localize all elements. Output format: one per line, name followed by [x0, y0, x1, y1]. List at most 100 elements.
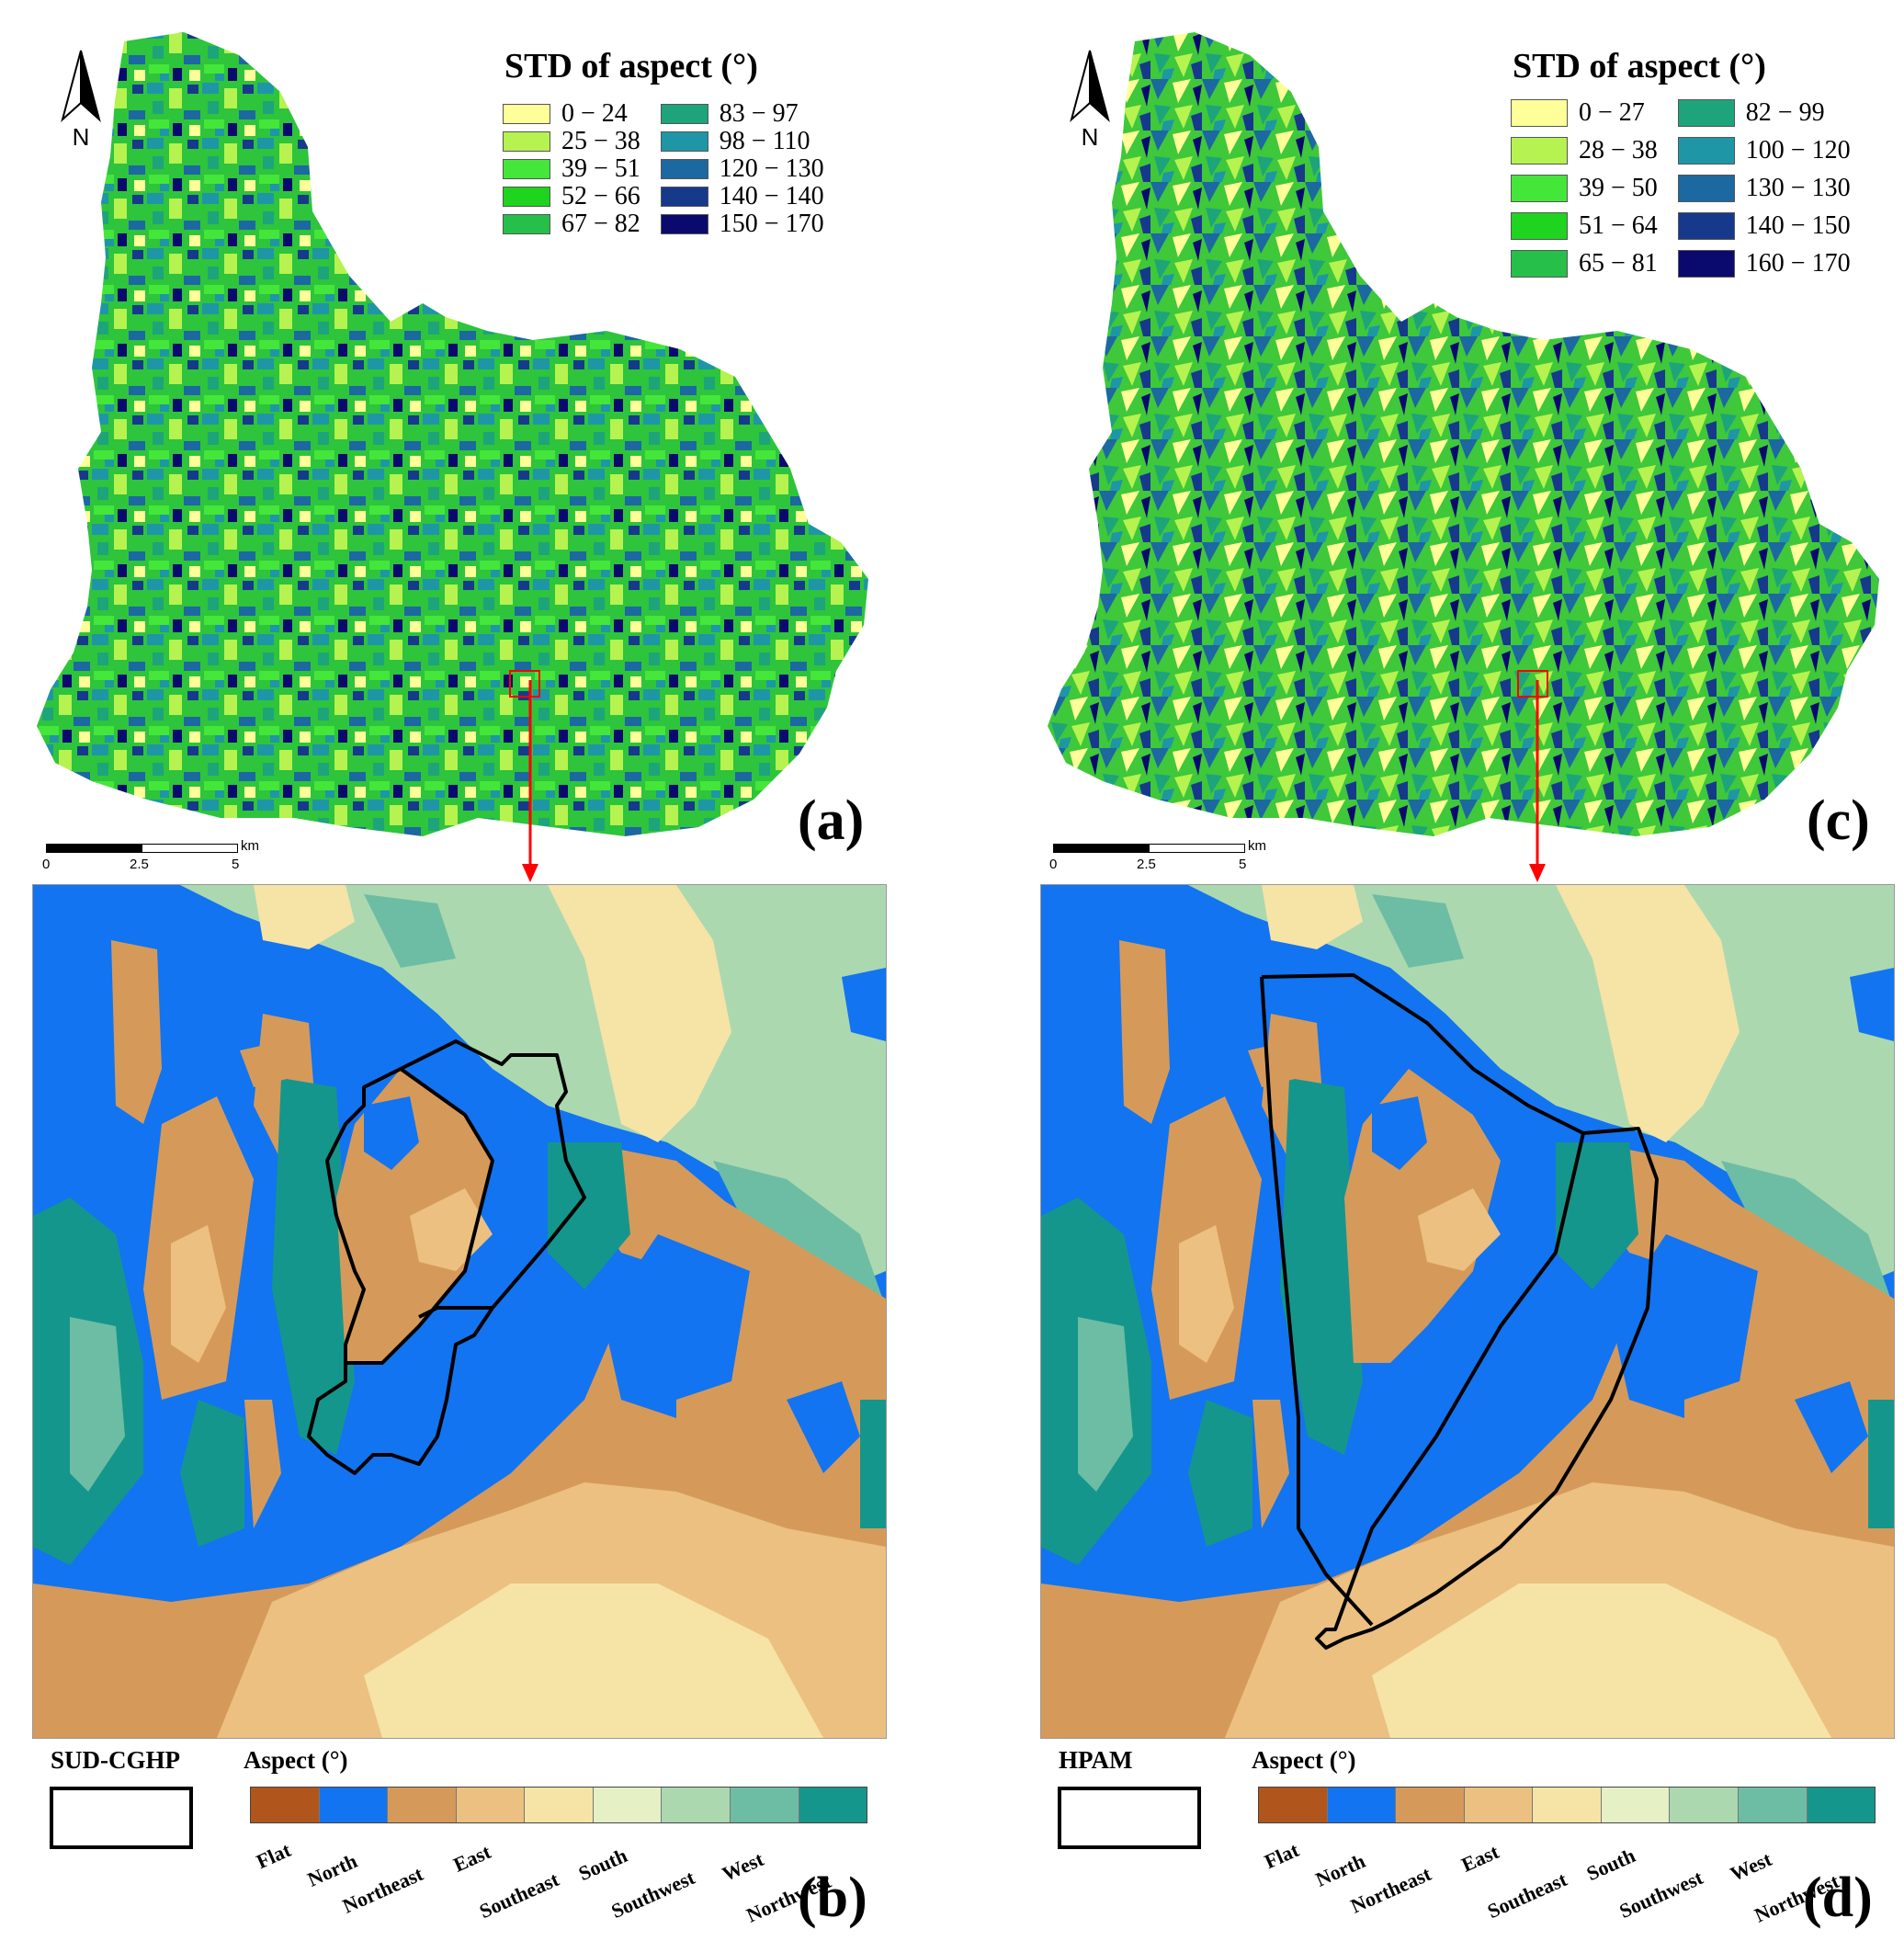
scalebar-unit: km	[1248, 838, 1266, 854]
aspect-label: Flat	[253, 1838, 295, 1874]
aspect-swatch-south	[1601, 1788, 1671, 1822]
legend-item: 25 − 38	[503, 127, 640, 155]
legend-swatch	[1677, 99, 1735, 127]
legend-item: 39 − 51	[503, 153, 640, 183]
aspect-swatch-southeast	[1533, 1788, 1602, 1822]
aspect-swatch-north	[1327, 1788, 1397, 1822]
legend-item: 0 − 24	[503, 99, 640, 128]
north-label: N	[73, 123, 90, 147]
zoom-arrow	[1529, 680, 1546, 882]
detail-map-d	[1040, 884, 1895, 1739]
legend-label: 150 − 170	[719, 209, 824, 238]
aspect-colorbar-d	[1258, 1787, 1876, 1823]
legend-label: 67 − 82	[561, 209, 640, 238]
legend-label: 65 − 81	[1579, 249, 1658, 278]
legend-swatch	[660, 158, 708, 179]
north-arrow-icon: N	[61, 50, 101, 147]
aspect-swatch-southwest	[1670, 1788, 1739, 1822]
legend-label: 0 − 27	[1579, 98, 1645, 127]
legend-label: 130 − 130	[1745, 174, 1851, 202]
legend-label: 120 − 130	[719, 153, 824, 183]
aspect-label: North	[303, 1849, 361, 1891]
legend-item: 130 − 130	[1677, 171, 1851, 206]
legend-swatch	[1511, 212, 1568, 240]
legend-item: 160 − 170	[1677, 246, 1851, 281]
legend-item: 65 − 81	[1511, 246, 1658, 281]
aspect-label: Southeast	[1484, 1867, 1571, 1924]
panel-letter-c: (c)	[1807, 789, 1870, 852]
legend-item: 83 − 97	[660, 98, 824, 128]
north-label: N	[1082, 123, 1099, 147]
legend-swatch	[503, 131, 550, 152]
panel-letter-d: (d)	[1803, 1867, 1873, 1929]
legend-item: 67 − 82	[503, 209, 640, 238]
aspect-label: North	[1311, 1849, 1369, 1891]
aspect-swatch-northwest	[799, 1788, 867, 1822]
overview-map-a	[37, 32, 868, 836]
method-swatch-d	[1058, 1787, 1201, 1849]
legend-swatch	[503, 186, 550, 207]
scalebar-c: 0 2.5 5 km	[1048, 838, 1286, 875]
aspect-swatch-northwest	[1807, 1788, 1876, 1822]
legend-label: 140 − 150	[1745, 211, 1851, 240]
legend-label: 39 − 51	[561, 153, 640, 183]
legend-swatch	[503, 103, 550, 124]
legend-swatch	[1677, 212, 1735, 240]
legend-title-c: STD of aspect (°)	[1513, 47, 1766, 85]
legend-a: 0 − 24 83 − 97 25 − 38 98 − 110 39 − 51 …	[503, 98, 824, 238]
aspect-legend-title-b: Aspect (°)	[244, 1746, 348, 1774]
legend-swatch	[1511, 175, 1568, 202]
aspect-legend-title-d: Aspect (°)	[1252, 1746, 1356, 1774]
aspect-swatch-south	[593, 1788, 663, 1822]
legend-item: 120 − 130	[660, 153, 824, 183]
legend-swatch	[1511, 99, 1568, 127]
zoom-arrow	[522, 680, 538, 882]
aspect-colorbar-b	[250, 1787, 867, 1823]
legend-item: 28 − 38	[1511, 133, 1658, 168]
north-arrow-icon: N	[1070, 50, 1110, 147]
legend-label: 28 − 38	[1579, 136, 1658, 165]
legend-label: 82 − 99	[1745, 98, 1825, 127]
scalebar-tick: 5	[232, 857, 240, 872]
aspect-swatch-flat	[251, 1788, 320, 1822]
legend-swatch	[660, 186, 708, 207]
aspect-label: Southeast	[476, 1867, 563, 1924]
legend-swatch	[1677, 175, 1735, 202]
legend-swatch	[1511, 137, 1568, 165]
panel-a: N STD of aspect (°) 0 − 24 83 −	[0, 0, 952, 882]
aspect-swatch-southeast	[525, 1788, 594, 1822]
legend-item: 51 − 64	[1511, 209, 1658, 244]
legend-swatch	[503, 158, 550, 179]
aspect-swatch-northeast	[1396, 1788, 1465, 1822]
legend-label: 52 − 66	[561, 181, 640, 210]
legend-item: 150 − 170	[660, 209, 824, 238]
method-swatch-b	[50, 1787, 193, 1849]
scalebar-tick: 0	[1049, 857, 1058, 872]
legend-item: 140 − 150	[1677, 209, 1851, 244]
aspect-swatch-southwest	[662, 1788, 731, 1822]
legend-label: 51 − 64	[1579, 211, 1658, 240]
legend-swatch	[660, 131, 708, 152]
scalebar-tick: 2.5	[130, 857, 149, 872]
legend-swatch	[1677, 250, 1735, 278]
legend-swatch	[503, 213, 550, 234]
aspect-label: West	[1726, 1847, 1775, 1886]
legend-item: 100 − 120	[1677, 133, 1851, 168]
legend-item: 0 − 27	[1511, 96, 1658, 131]
scalebar-unit: km	[241, 838, 259, 854]
legend-label: 140 − 140	[719, 181, 824, 210]
legend-label: 98 − 110	[719, 126, 810, 155]
aspect-label: Southwest	[607, 1866, 699, 1924]
legend-swatch	[1677, 137, 1735, 165]
aspect-label: Flat	[1261, 1838, 1303, 1874]
method-label-d: HPAM	[1059, 1746, 1133, 1774]
aspect-label: West	[718, 1847, 767, 1886]
aspect-swatch-west	[730, 1788, 799, 1822]
legend-swatch	[1511, 250, 1568, 278]
legend-label: 83 − 97	[719, 98, 799, 128]
aspect-swatch-east	[1464, 1788, 1534, 1822]
aspect-label: East	[450, 1840, 495, 1877]
aspect-swatch-east	[456, 1788, 526, 1822]
aspect-swatch-northeast	[388, 1788, 457, 1822]
detail-map-b	[32, 884, 887, 1739]
